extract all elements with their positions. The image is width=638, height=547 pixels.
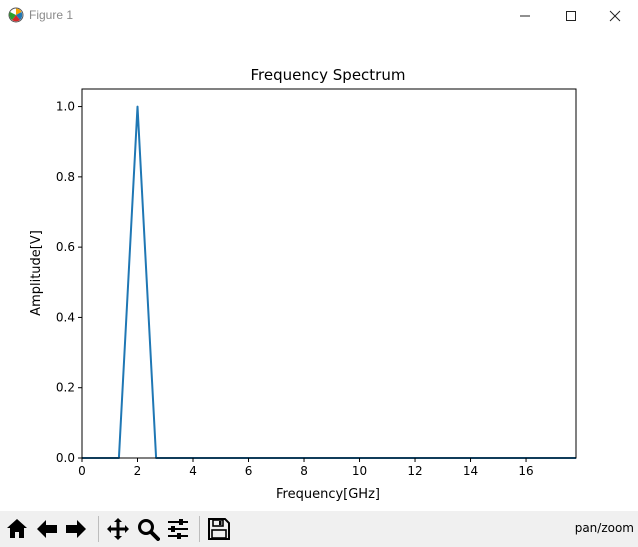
y-tick-label: 0.8 xyxy=(56,170,75,184)
x-tick-label: 14 xyxy=(463,464,478,478)
window-titlebar: Figure 1 xyxy=(0,0,638,32)
zoom-button[interactable] xyxy=(134,515,162,543)
figure-canvas[interactable]: Frequency Spectrum 0 2 4 6 8 10 12 14 16 0.0 0.2 0… xyxy=(0,31,638,511)
pan-icon xyxy=(107,518,129,540)
maximize-icon xyxy=(566,10,576,21)
back-arrow-icon xyxy=(37,520,57,538)
navigation-toolbar: pan/zoom xyxy=(0,511,638,547)
y-axis-label: Amplitude[V] xyxy=(29,230,44,316)
close-button[interactable] xyxy=(592,0,638,31)
x-tick-label: 8 xyxy=(300,464,308,478)
x-tick-label: 6 xyxy=(245,464,253,478)
matplotlib-logo-icon xyxy=(8,7,24,23)
y-tick-label: 0.6 xyxy=(56,240,75,254)
save-icon xyxy=(208,518,230,540)
minimize-icon xyxy=(520,15,530,16)
y-tick-label: 0.2 xyxy=(56,381,75,395)
zoom-icon xyxy=(138,519,160,541)
close-icon xyxy=(609,10,621,21)
home-icon xyxy=(7,519,27,538)
y-tick-label: 0.4 xyxy=(56,310,75,324)
minimize-button[interactable] xyxy=(502,0,548,31)
series-line xyxy=(82,105,576,459)
configure-subplots-button[interactable] xyxy=(164,515,192,543)
chart: Frequency Spectrum 0 2 4 6 8 10 12 14 16 0.0 0.2 0… xyxy=(29,66,577,502)
toolbar-separator xyxy=(98,516,99,542)
y-tick-label: 0.0 xyxy=(56,451,75,465)
toolbar-separator xyxy=(199,516,200,542)
x-tick-label: 10 xyxy=(352,464,367,478)
maximize-button[interactable] xyxy=(548,0,594,31)
back-button[interactable] xyxy=(33,515,61,543)
x-tick-label: 2 xyxy=(134,464,142,478)
configure-subplots-icon xyxy=(168,519,188,539)
x-axis-label: Frequency[GHz] xyxy=(276,487,380,502)
x-tick-label: 12 xyxy=(407,464,422,478)
y-tick-label: 1.0 xyxy=(56,100,75,114)
pan-button[interactable] xyxy=(104,515,132,543)
home-button[interactable] xyxy=(3,515,31,543)
forward-arrow-icon xyxy=(66,520,86,538)
toolbar-status-text: pan/zoom xyxy=(574,521,634,535)
save-button[interactable] xyxy=(205,515,233,543)
chart-title: Frequency Spectrum xyxy=(251,66,406,84)
window-title: Figure 1 xyxy=(29,8,74,22)
forward-button[interactable] xyxy=(62,515,90,543)
plot-frame xyxy=(81,88,577,459)
x-tick-label: 16 xyxy=(518,464,533,478)
x-tick-label: 0 xyxy=(78,464,86,478)
x-tick-label: 4 xyxy=(189,464,197,478)
